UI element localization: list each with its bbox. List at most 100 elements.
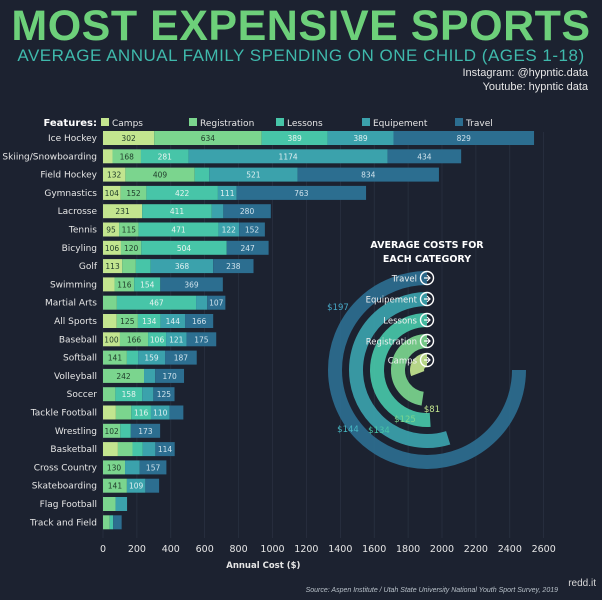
- bar-segment-camps: [103, 204, 143, 219]
- radial-arc-travel: [328, 271, 526, 469]
- bar-segment-lessons: [126, 350, 139, 365]
- bar-segment-registration: [120, 240, 142, 255]
- bar-segment-registration: [103, 497, 116, 511]
- bar-segment-equipement: [188, 149, 388, 164]
- bar-segment-registration: [154, 131, 262, 145]
- watermark: redd.it: [568, 578, 596, 589]
- data-label: 144: [166, 317, 181, 326]
- data-label: 187: [174, 354, 189, 363]
- data-label: 173: [138, 427, 153, 436]
- bar-segment-registration: [103, 460, 126, 475]
- bar-segment-registration: [103, 478, 127, 493]
- arrow-icon: [424, 337, 431, 345]
- data-label: 634: [201, 134, 216, 143]
- arrow-icon: [419, 333, 435, 349]
- category-label-soccer: Soccer: [67, 390, 98, 400]
- bar-segment-travel: [297, 167, 439, 182]
- data-label: 158: [122, 390, 137, 399]
- bar-segment-registration: [122, 259, 136, 274]
- data-label: 281: [158, 152, 173, 161]
- data-label: 467: [149, 299, 164, 308]
- data-label: 389: [353, 134, 368, 143]
- radial-value-label: $144: [337, 425, 359, 435]
- radial-category-label-camps: Camps: [388, 357, 418, 367]
- data-label: 302: [121, 134, 136, 143]
- category-label-tackle-football: Tackle Football: [30, 409, 97, 419]
- data-label: 152: [126, 189, 141, 198]
- data-label: 280: [240, 207, 255, 216]
- chart-title: MOST EXPENSIVE SPORTS: [11, 2, 591, 50]
- bar-segment-equipement: [125, 460, 140, 475]
- radial-category-label-travel: Travel: [391, 275, 417, 285]
- bar-segment-camps: [103, 240, 121, 255]
- bar-segment-lessons: [140, 149, 189, 164]
- bar-segment-equipement: [144, 368, 156, 383]
- data-label: 116: [117, 280, 132, 289]
- bar-segment-equipement: [211, 204, 224, 219]
- bar-segment-travel: [223, 204, 271, 219]
- data-label: 115: [122, 226, 137, 235]
- bar-segment-travel: [169, 405, 184, 420]
- bar-segment-travel: [387, 149, 462, 164]
- category-label-softball: Softball: [63, 354, 97, 364]
- data-label: 1174: [279, 152, 298, 161]
- youtube-credit: Youtube: hypntic data: [482, 81, 588, 93]
- x-tick-label: 1800: [396, 544, 420, 555]
- category-label-skiing-snowboarding: Skiing/Snowboarding: [2, 152, 97, 162]
- bar-segment-travel: [139, 460, 167, 475]
- data-label: 504: [177, 244, 192, 253]
- data-label: 100: [104, 335, 119, 344]
- bar-segment-lessons: [142, 204, 212, 219]
- category-label-all-sports: All Sports: [54, 317, 97, 327]
- legend-label-lessons: Lessons: [287, 119, 323, 129]
- bar-segment: [113, 515, 122, 530]
- legend-label-travel: Travel: [465, 119, 493, 129]
- category-label-golf: Golf: [79, 262, 98, 272]
- legend-label-camps: Camps: [112, 119, 143, 129]
- bar-segment-camps: [103, 442, 118, 457]
- data-label: 104: [105, 189, 120, 198]
- arrow-icon: [424, 356, 431, 364]
- bar-segment-travel: [160, 277, 223, 292]
- data-label: 159: [144, 354, 159, 363]
- data-label: 121: [169, 335, 184, 344]
- bar-segment-registration: [119, 332, 149, 347]
- data-label: 175: [194, 335, 209, 344]
- category-label-gymnastics: Gymnastics: [44, 189, 97, 199]
- bar-segment-lessons: [137, 314, 161, 328]
- data-label: 132: [107, 171, 122, 180]
- bar-segment-travel: [145, 478, 160, 493]
- category-label-tennis: Tennis: [68, 226, 97, 236]
- bar-segment-travel: [393, 131, 535, 145]
- bar-segment-equipement: [115, 497, 128, 511]
- bar-segment-equipement: [217, 185, 237, 200]
- radial-title: AVERAGE COSTS FOR: [370, 240, 484, 251]
- bar-segment-lessons: [141, 240, 227, 255]
- bar-segment: [109, 515, 114, 530]
- data-label: 247: [241, 244, 256, 253]
- data-label: 389: [287, 134, 302, 143]
- bar-segment: [103, 515, 110, 530]
- bar-segment-registration: [115, 405, 132, 420]
- data-label: 141: [108, 354, 123, 363]
- radial-arc-registration: [391, 334, 428, 406]
- data-label: 368: [175, 262, 190, 271]
- data-label: 120: [124, 244, 139, 253]
- bar-segment-lessons: [116, 295, 197, 310]
- bar-segment-equipement: [150, 405, 170, 420]
- data-label: 130: [107, 463, 122, 472]
- legend-swatch-registration: [189, 118, 197, 126]
- x-tick-label: 2400: [498, 544, 522, 555]
- radial-value-label: $125: [394, 415, 416, 425]
- data-label: 106: [150, 335, 165, 344]
- bar-segment-equipement: [150, 259, 214, 274]
- x-tick-label: 2600: [532, 544, 556, 555]
- bar-segment-camps: [103, 222, 120, 237]
- category-label-wrestling: Wrestling: [55, 427, 97, 437]
- bar-segment-travel: [226, 240, 269, 255]
- data-label: 110: [153, 409, 168, 418]
- bar-segment-registration: [103, 350, 127, 365]
- x-tick-label: 800: [230, 544, 248, 555]
- x-tick-label: 600: [196, 544, 214, 555]
- bar-segment-registration: [103, 387, 116, 402]
